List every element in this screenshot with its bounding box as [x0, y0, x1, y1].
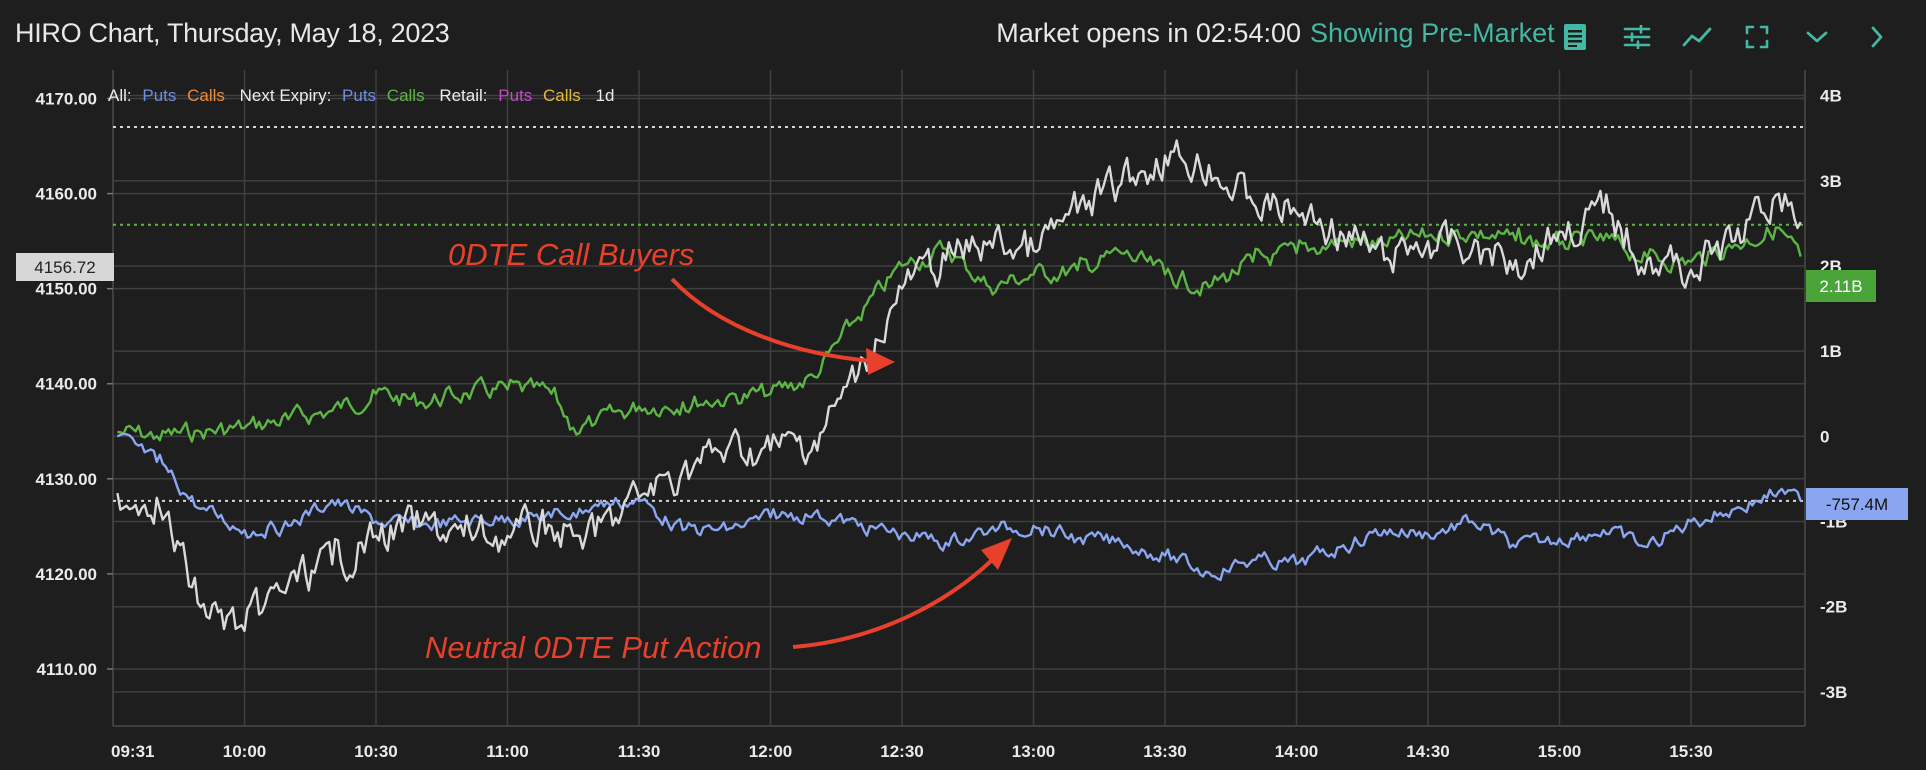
puts-series-line: [116, 432, 1802, 582]
x-tick-label: 10:00: [223, 742, 266, 761]
y-right-tick-label: 3B: [1820, 172, 1842, 191]
y-left-tick-label: 4120.00: [36, 565, 97, 584]
legend-all-calls[interactable]: Calls: [187, 86, 225, 105]
trend-line-icon[interactable]: [1682, 22, 1712, 52]
x-tick-label: 14:00: [1275, 742, 1318, 761]
price-marker: 4156.72: [16, 253, 114, 281]
x-tick-label: 12:00: [749, 742, 792, 761]
x-tick-label: 15:30: [1669, 742, 1712, 761]
market-status: Market opens in 02:54:00: [996, 18, 1301, 48]
legend-next-label: Next Expiry:: [240, 86, 332, 105]
chart-gridlines: [107, 70, 1806, 727]
legend-next-calls[interactable]: Calls: [387, 86, 425, 105]
legend-all-label: All:: [108, 86, 132, 105]
legend-retail-label: Retail:: [439, 86, 487, 105]
x-tick-label: 15:00: [1538, 742, 1581, 761]
annotation-call-arrow: [670, 277, 873, 363]
y-left-tick-label: 4160.00: [36, 185, 97, 204]
notes-icon[interactable]: [1560, 22, 1590, 52]
chart-legend: All: Puts Calls Next Expiry: Puts Calls …: [108, 86, 614, 105]
legend-period[interactable]: 1d: [596, 86, 615, 105]
legend-all-puts[interactable]: Puts: [142, 86, 176, 105]
price-marker-label: 4156.72: [34, 258, 95, 277]
annotation-call-arrowhead: [866, 348, 895, 375]
y-left-tick-label: 4140.00: [36, 375, 97, 394]
calls-marker: 2.11B: [1806, 270, 1876, 302]
x-tick-label: 10:30: [354, 742, 397, 761]
chart-series: [116, 139, 1802, 633]
calls-series-line: [117, 226, 1802, 443]
y-left-tick-label: 4110.00: [36, 660, 97, 679]
annotation-call-buyers: 0DTE Call Buyers: [448, 237, 694, 272]
x-axis: 09:31 10:00 10:30 11:00 11:30 12:00 12:30 13:00…: [111, 742, 1713, 761]
x-tick-label: 13:00: [1012, 742, 1055, 761]
reference-lines: [113, 126, 1805, 502]
y-right-tick-label: 1B: [1820, 342, 1842, 361]
y-left-tick-label: 4170.00: [36, 90, 97, 109]
x-tick-label: 11:00: [486, 742, 529, 761]
x-tick-label: 09:31: [111, 742, 154, 761]
x-tick-label: 14:30: [1406, 742, 1449, 761]
y-right-tick-label: 0: [1820, 427, 1829, 446]
x-tick-label: 11:30: [618, 742, 661, 761]
legend-next-puts[interactable]: Puts: [342, 86, 376, 105]
chevron-right-icon[interactable]: [1862, 22, 1892, 52]
chart-header: HIRO Chart, Thursday, May 18, 2023 Marke…: [0, 0, 1926, 70]
chart-title: HIRO Chart, Thursday, May 18, 2023: [15, 18, 450, 48]
y-left-tick-label: 4150.00: [36, 280, 97, 299]
legend-retail-puts[interactable]: Puts: [498, 86, 532, 105]
fullscreen-icon[interactable]: [1742, 22, 1772, 52]
y-right-tick-label: -2B: [1820, 598, 1847, 617]
calls-marker-label: 2.11B: [1819, 277, 1862, 296]
legend-retail-calls[interactable]: Calls: [543, 86, 581, 105]
chevron-down-icon[interactable]: [1802, 22, 1832, 52]
y-right-tick-label: 4B: [1820, 87, 1842, 106]
annotation-put-arrow: [792, 558, 994, 649]
annotation-put-arrowhead: [981, 538, 1012, 570]
sliders-icon[interactable]: [1622, 22, 1652, 52]
annotation-neutral-puts: Neutral 0DTE Put Action: [425, 630, 762, 665]
price-series-line: [116, 139, 1802, 633]
puts-marker-label: -757.4M: [1826, 495, 1888, 514]
puts-marker: -757.4M: [1806, 488, 1908, 520]
x-tick-label: 13:30: [1143, 742, 1186, 761]
y-left-axis: 4170.00 4160.00 4150.00 4140.00 4130.00 4120.…: [36, 90, 97, 679]
y-right-tick-label: -3B: [1820, 683, 1847, 702]
premarket-toggle[interactable]: Showing Pre-Market: [1310, 18, 1555, 48]
x-tick-label: 12:30: [880, 742, 923, 761]
y-left-tick-label: 4130.00: [36, 470, 97, 489]
